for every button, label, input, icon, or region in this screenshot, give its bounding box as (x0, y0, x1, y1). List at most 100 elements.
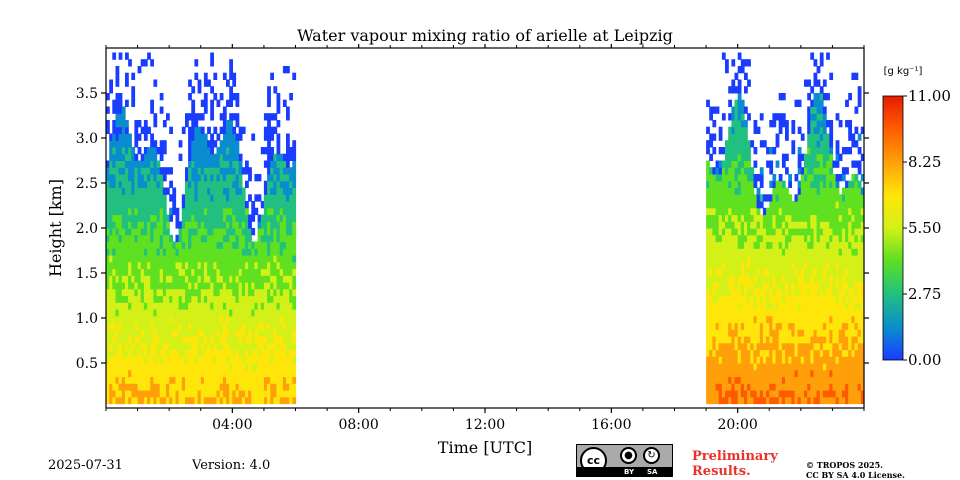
heatmap-cell (232, 180, 237, 188)
heatmap-cell (289, 261, 293, 270)
heatmap-cell (769, 201, 774, 209)
heatmap-cell (829, 174, 834, 182)
heatmap-cell (276, 194, 281, 202)
heatmap-cell (775, 228, 780, 236)
heatmap-cell (162, 396, 167, 405)
heatmap-cell (744, 72, 748, 80)
heatmap-cell (156, 282, 161, 290)
heatmap-cell (257, 241, 262, 249)
heatmap-cell (851, 207, 856, 216)
heatmap-cell (804, 248, 808, 256)
heatmap-cell (257, 295, 262, 303)
heatmap-cell (121, 309, 126, 317)
heatmap-cell (712, 396, 717, 405)
heatmap-cell (279, 356, 284, 364)
heatmap-cell (140, 315, 145, 324)
heatmap-cell (219, 390, 224, 398)
heatmap-cell (841, 221, 846, 229)
heatmap-cell (744, 201, 748, 209)
heatmap-cell (731, 302, 736, 310)
heatmap-cell (166, 302, 170, 310)
heatmap-cell (734, 207, 739, 216)
heatmap-cell (125, 369, 129, 378)
heatmap-cell (279, 255, 284, 263)
heatmap-cell (197, 383, 202, 391)
heatmap-cell (181, 349, 186, 357)
heatmap-cell (286, 261, 290, 270)
heatmap-cell (797, 295, 802, 303)
heatmap-cell (150, 396, 154, 405)
heatmap-cell (737, 288, 742, 297)
heatmap-cell (140, 349, 145, 357)
heatmap-cell (709, 288, 713, 297)
heatmap-cell (759, 288, 764, 297)
heatmap-cell (188, 275, 192, 283)
heatmap-cell (260, 201, 265, 209)
heatmap-cell (759, 201, 764, 209)
heatmap-cell (226, 120, 230, 128)
heatmap-cell (156, 363, 161, 371)
heatmap-cell (800, 376, 805, 384)
heatmap-cell (731, 174, 736, 182)
heatmap-cell (753, 363, 758, 371)
heatmap-cell (807, 194, 811, 202)
heatmap-cell (238, 295, 243, 303)
copyright-line-2: CC BY SA 4.0 License. (806, 470, 905, 480)
heatmap-cell (857, 349, 862, 357)
heatmap-cell (245, 288, 249, 297)
heatmap-cell (826, 201, 830, 209)
heatmap-cell (791, 363, 796, 371)
heatmap-cell (715, 201, 720, 209)
heatmap-cell (169, 322, 173, 330)
heatmap-cell (153, 261, 158, 270)
heatmap-cell (112, 255, 117, 263)
heatmap-cell (845, 390, 849, 398)
heatmap-cell (807, 329, 811, 337)
heatmap-cell (140, 201, 145, 209)
heatmap-cell (737, 349, 742, 357)
heatmap-cell (106, 261, 110, 270)
heatmap-cell (816, 248, 821, 256)
heatmap-cell (781, 309, 786, 317)
heatmap-cell (794, 322, 799, 330)
heatmap-cell (248, 356, 252, 364)
heatmap-cell (162, 376, 167, 384)
heatmap-cell (232, 174, 237, 182)
heatmap-cell (747, 396, 751, 405)
heatmap-cell (857, 194, 862, 202)
heatmap-cell (756, 207, 761, 216)
heatmap-cell (232, 201, 237, 209)
heatmap-cell (772, 363, 777, 371)
heatmap-cell (257, 221, 262, 229)
heatmap-cell (819, 302, 824, 310)
heatmap-cell (210, 261, 214, 270)
heatmap-cell (159, 396, 164, 405)
heatmap-cell (260, 315, 265, 324)
heatmap-cell (128, 383, 132, 391)
heatmap-cell (778, 120, 783, 128)
heatmap-cell (845, 261, 849, 270)
heatmap-cell (857, 396, 862, 405)
heatmap-cell (162, 248, 167, 256)
heatmap-cell (115, 302, 120, 310)
heatmap-cell (169, 180, 173, 188)
heatmap-cell (232, 261, 237, 270)
heatmap-cell (156, 390, 161, 398)
heatmap-cell (267, 302, 271, 310)
heatmap-cell (807, 241, 811, 249)
heatmap-cell (282, 221, 287, 229)
heatmap-cell (276, 363, 281, 371)
heatmap-cell (747, 221, 751, 229)
heatmap-cell (772, 336, 777, 344)
heatmap-cell (819, 268, 824, 276)
heatmap-cell (750, 336, 755, 344)
heatmap-cell (276, 241, 281, 249)
heatmap-cell (756, 315, 761, 324)
heatmap-cell (235, 261, 240, 270)
heatmap-cell (289, 329, 293, 337)
heatmap-cell (762, 140, 767, 148)
heatmap-cell (775, 160, 780, 168)
heatmap-cell (229, 336, 233, 344)
heatmap-cell (718, 349, 723, 357)
heatmap-cell (282, 315, 287, 324)
